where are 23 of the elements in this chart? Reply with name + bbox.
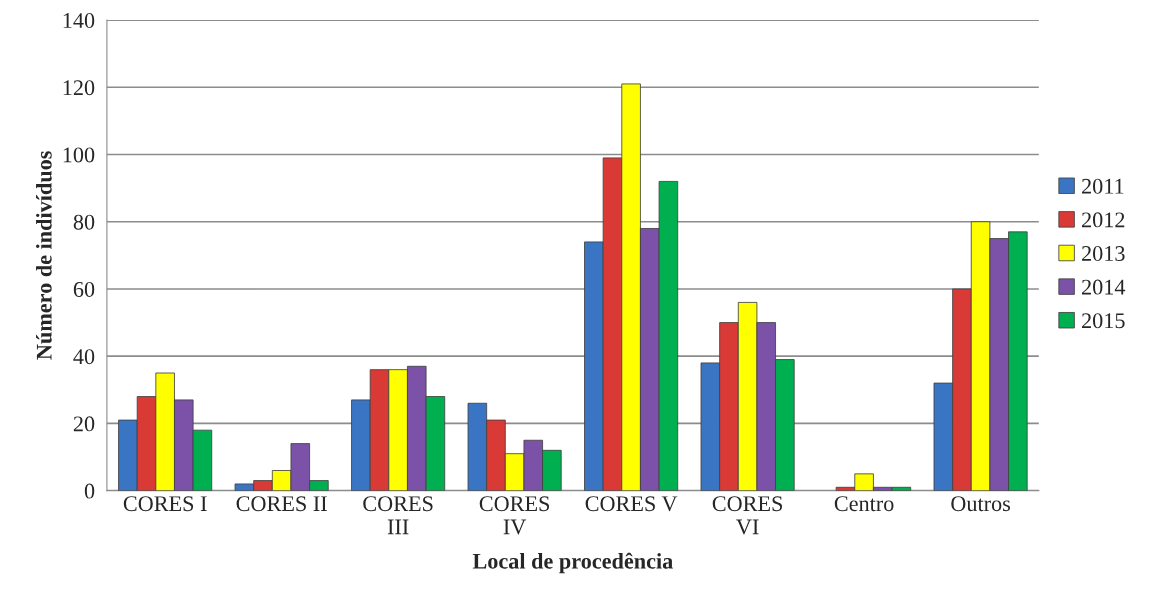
x-tick-label: CORES VI: [712, 496, 783, 535]
y-tick-label: 20: [73, 416, 95, 432]
x-tick-label: CORES I: [123, 496, 207, 512]
y-axis-title: Número de indivíduos: [36, 151, 52, 360]
x-tick-label: Centro: [834, 496, 894, 512]
y-tick-label: 120: [63, 80, 95, 96]
x-axis-title: Local de procedência: [472, 552, 673, 574]
y-tick-label: 140: [63, 13, 95, 28]
x-tick-label: CORES III: [363, 496, 433, 535]
legend-label: 2011: [1082, 178, 1124, 194]
x-tick-label: CORES IV: [479, 496, 550, 535]
x-tick-label: CORES V: [585, 496, 678, 512]
y-tick-label: 60: [73, 281, 95, 297]
x-tick-label: Outros: [951, 496, 1011, 512]
legend-label: 2012: [1082, 212, 1125, 228]
y-tick-label: 0: [84, 483, 95, 499]
legend-label: 2014: [1082, 279, 1126, 295]
legend-label: 2015: [1082, 313, 1125, 329]
y-tick-label: 40: [73, 349, 95, 365]
y-tick-label: 80: [73, 214, 95, 230]
y-tick-label: 100: [63, 147, 95, 163]
x-tick-label: CORES II: [236, 496, 327, 512]
legend-label: 2013: [1082, 245, 1125, 261]
